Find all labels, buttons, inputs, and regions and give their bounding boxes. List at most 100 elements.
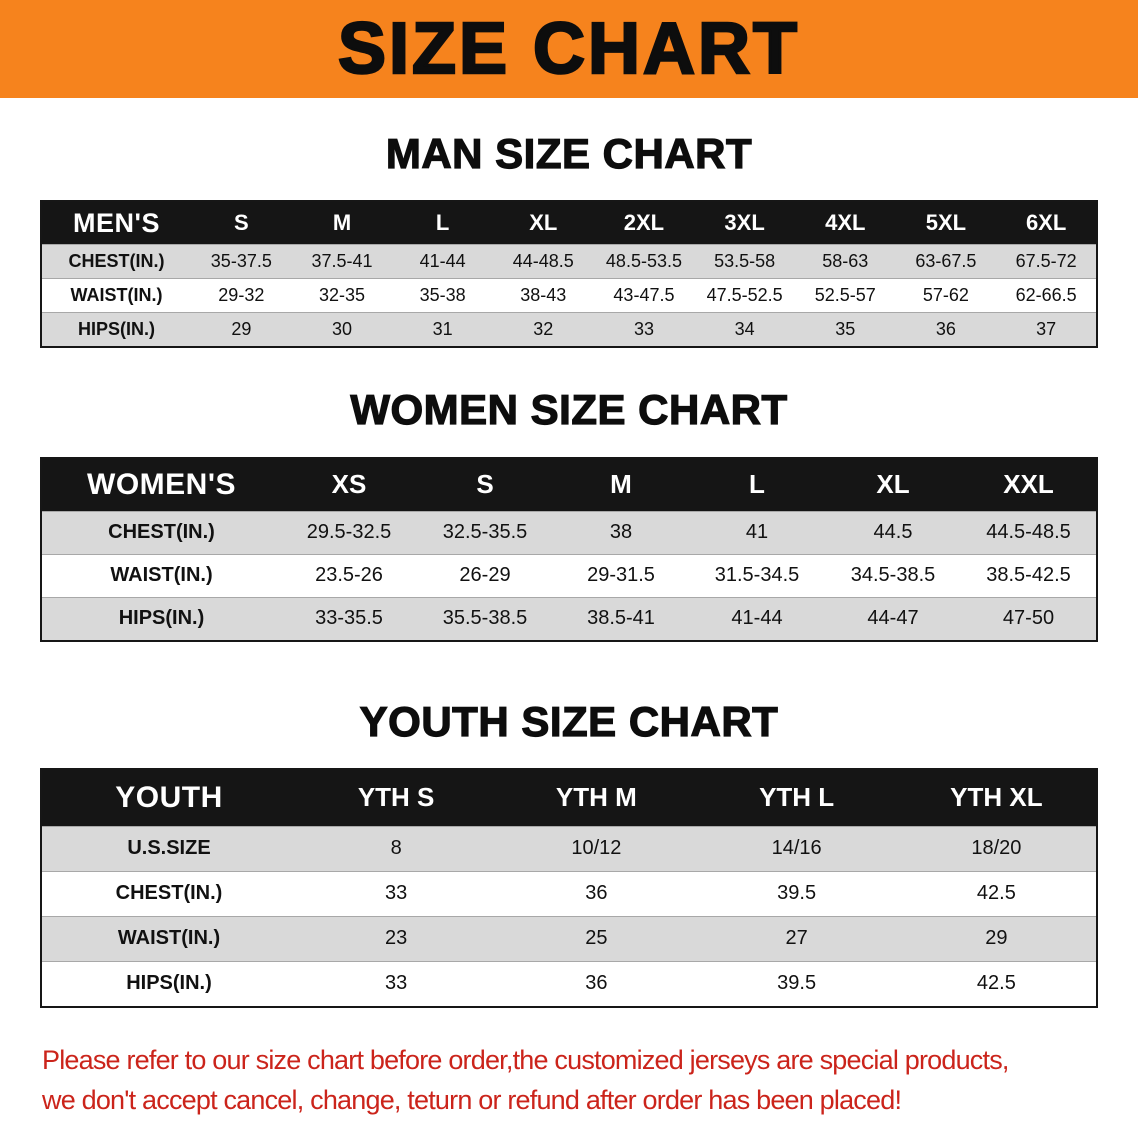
cell: 36 — [935, 319, 956, 340]
cell: 35-38 — [419, 285, 466, 306]
cell: 23.5-26 — [315, 564, 383, 587]
table-row: HIPS(IN.) 33-35.5 35.5-38.5 38.5-41 41-4… — [41, 597, 1097, 641]
cell: 36 — [585, 882, 608, 905]
youth-size-table: YOUTH YTH S YTH M YTH L YTH XL U.S.SIZE … — [40, 767, 1098, 1008]
cell: 38.5-42.5 — [986, 564, 1071, 587]
table-row: CHEST(IN.) 35-37.5 37.5-41 41-44 44-48.5… — [41, 244, 1097, 279]
cell: 39.5 — [777, 882, 817, 905]
cell: 33 — [385, 882, 408, 905]
column-header: S — [191, 201, 292, 245]
column-header: S — [417, 457, 553, 512]
table-row: CHEST(IN.) 29.5-32.5 32.5-35.5 38 41 44.… — [41, 511, 1097, 555]
column-header: YTH L — [696, 768, 897, 827]
cell: 37 — [1036, 319, 1057, 340]
cell: 38 — [609, 521, 633, 544]
column-header: XS — [281, 457, 417, 512]
cell: 39.5 — [777, 972, 817, 995]
row-label: HIPS(IN.) — [118, 607, 205, 630]
cell: 44.5 — [873, 521, 913, 544]
header-row: YOUTH YTH S YTH M YTH L YTH XL — [41, 768, 1097, 827]
column-header: XL — [492, 201, 594, 245]
disclaimer-note: Please refer to our size chart before or… — [42, 1040, 1098, 1121]
cell: 58-63 — [822, 251, 869, 272]
cell: 33 — [633, 319, 654, 340]
cell: 52.5-57 — [814, 285, 876, 306]
cell: 44.5-48.5 — [986, 521, 1071, 544]
womens-size-table: WOMEN'S XS S M L XL XXL CHEST(IN.) 29.5-… — [40, 456, 1098, 642]
cell: 26-29 — [459, 564, 511, 587]
cell: 41 — [745, 521, 769, 544]
cell: 31 — [432, 319, 453, 340]
cell: 29 — [231, 319, 252, 340]
cell: 33-35.5 — [315, 607, 383, 630]
youth-table-wrap: YOUTH YTH S YTH M YTH L YTH XL U.S.SIZE … — [40, 767, 1098, 1008]
disclaimer-line-1: Please refer to our size chart before or… — [42, 1044, 1009, 1075]
column-header: XXL — [961, 457, 1097, 512]
cell: 33 — [385, 972, 408, 995]
youth-section-heading: YOUTH SIZE CHART — [359, 697, 779, 745]
row-label: HIPS(IN.) — [126, 972, 212, 995]
column-header: 3XL — [694, 201, 795, 245]
cell: 29-32 — [218, 285, 265, 306]
cell: 30 — [331, 319, 352, 340]
disclaimer-line-2: we don't accept cancel, change, teturn o… — [42, 1085, 902, 1116]
cell: 10/12 — [571, 837, 622, 860]
cell: 18/20 — [971, 837, 1022, 860]
size-chart-banner: SIZE CHART — [0, 0, 1138, 98]
column-header: 5XL — [895, 201, 997, 245]
cell: 35-37.5 — [210, 251, 272, 272]
table-row: WAIST(IN.) 23.5-26 26-29 29-31.5 31.5-34… — [41, 554, 1097, 598]
row-label: CHEST(IN.) — [108, 521, 215, 544]
column-header: XL — [825, 457, 961, 512]
cell: 8 — [390, 837, 402, 860]
cell: 67.5-72 — [1015, 251, 1077, 272]
table-row: HIPS(IN.) 29 30 31 32 33 34 35 36 37 — [41, 312, 1097, 348]
cell: 36 — [585, 972, 608, 995]
cell: 23 — [385, 927, 408, 950]
column-header: WOMEN'S — [41, 457, 281, 512]
cell: 47-50 — [1002, 607, 1055, 630]
column-header: M — [553, 457, 689, 512]
cell: 32 — [533, 319, 554, 340]
table-row: WAIST(IN.) 23 25 27 29 — [41, 916, 1097, 962]
table-row: CHEST(IN.) 33 36 39.5 42.5 — [41, 871, 1097, 917]
column-header: YTH XL — [896, 768, 1097, 827]
cell: 42.5 — [976, 882, 1016, 905]
column-header: 6XL — [996, 201, 1097, 245]
cell: 35 — [835, 319, 856, 340]
cell: 27 — [785, 927, 808, 950]
cell: 29 — [985, 927, 1008, 950]
table-row: U.S.SIZE 8 10/12 14/16 18/20 — [41, 826, 1097, 872]
cell: 29.5-32.5 — [306, 521, 392, 544]
cell: 38.5-41 — [587, 607, 655, 630]
men-section-heading: MAN SIZE CHART — [385, 129, 753, 177]
cell: 37.5-41 — [311, 251, 373, 272]
cell: 38-43 — [520, 285, 567, 306]
cell: 14/16 — [771, 837, 822, 860]
cell: 31.5-34.5 — [714, 564, 800, 587]
cell: 41-44 — [419, 251, 466, 272]
cell: 34 — [734, 319, 755, 340]
women-section-heading: WOMEN SIZE CHART — [350, 386, 788, 434]
table-row: WAIST(IN.) 29-32 32-35 35-38 38-43 43-47… — [41, 278, 1097, 313]
cell: 25 — [585, 927, 608, 950]
row-label: CHEST(IN.) — [68, 251, 165, 272]
column-header: YTH S — [296, 768, 497, 827]
cell: 32.5-35.5 — [442, 521, 528, 544]
cell: 44-48.5 — [512, 251, 574, 272]
cell: 44-47 — [867, 607, 919, 630]
header-row: MEN'S S M L XL 2XL 3XL 4XL 5XL 6XL — [41, 201, 1097, 245]
cell: 29-31.5 — [587, 564, 655, 587]
page-title: SIZE CHART — [337, 9, 800, 89]
cell: 48.5-53.5 — [605, 251, 682, 272]
cell: 53.5-58 — [714, 251, 776, 272]
column-header: L — [392, 201, 493, 245]
row-label: U.S.SIZE — [127, 837, 211, 860]
cell: 63-67.5 — [915, 251, 977, 272]
row-label: WAIST(IN.) — [110, 564, 213, 587]
column-header: MEN'S — [41, 201, 191, 245]
cell: 41-44 — [731, 607, 783, 630]
mens-size-table: MEN'S S M L XL 2XL 3XL 4XL 5XL 6XL CHEST… — [40, 200, 1098, 349]
row-label: WAIST(IN.) — [70, 285, 163, 306]
row-label: HIPS(IN.) — [77, 319, 155, 340]
